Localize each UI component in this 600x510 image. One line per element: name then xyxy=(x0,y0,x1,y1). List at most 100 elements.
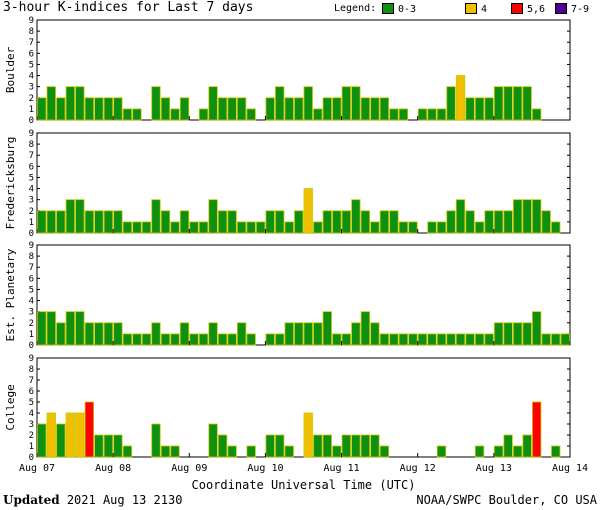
legend-swatch-0-3 xyxy=(382,3,394,14)
y-tick-label: 6 xyxy=(29,387,34,397)
kp-bar xyxy=(294,97,304,121)
kp-bar xyxy=(522,199,532,234)
kp-bar xyxy=(84,210,95,234)
y-tick-label: 0 xyxy=(29,229,34,239)
kp-bar xyxy=(151,423,161,458)
y-tick-label: 8 xyxy=(29,252,34,262)
kp-bar xyxy=(65,86,75,121)
kp-bar xyxy=(474,221,485,234)
kp-bar xyxy=(189,221,199,234)
kp-bar xyxy=(160,333,171,346)
kp-bar xyxy=(522,434,532,458)
kp-bar xyxy=(493,210,504,234)
kp-bar xyxy=(227,333,237,346)
kp-bar xyxy=(94,434,104,458)
y-tick-label: 1 xyxy=(29,218,34,228)
legend-swatch-7-9 xyxy=(555,3,567,14)
y-tick-label: 5 xyxy=(29,173,34,183)
kp-bar xyxy=(332,445,342,458)
kp-bar xyxy=(208,322,218,346)
y-tick-label: 2 xyxy=(29,319,34,329)
kp-bar xyxy=(122,445,133,458)
kp-bar xyxy=(370,434,380,458)
kp-bar xyxy=(532,199,542,234)
kp-bar xyxy=(370,322,380,346)
kp-bar xyxy=(284,97,294,121)
y-tick-label: 3 xyxy=(29,420,34,430)
kp-bar xyxy=(512,199,523,234)
kp-bar xyxy=(170,108,180,121)
y-tick-label: 6 xyxy=(29,162,34,172)
y-tick-label: 0 xyxy=(29,116,34,126)
kp-bar xyxy=(541,333,551,346)
kp-bar xyxy=(208,86,218,121)
kp-bar xyxy=(217,434,228,458)
kp-bar xyxy=(408,333,418,346)
kp-bar xyxy=(313,221,323,234)
kp-bar xyxy=(360,210,371,234)
kp-bar xyxy=(217,333,228,346)
kp-bar xyxy=(551,445,561,458)
legend-swatch-4 xyxy=(465,3,477,14)
chart-title: 3-hour K-indices for Last 7 days xyxy=(3,0,254,15)
kp-bar xyxy=(455,75,466,121)
kp-bar xyxy=(103,210,114,234)
kp-bar xyxy=(379,210,390,234)
kp-bar xyxy=(170,445,180,458)
legend-item-7-9: 7-9 xyxy=(555,3,589,15)
kp-bar xyxy=(151,86,161,121)
kp-bar xyxy=(389,333,399,346)
kp-bar xyxy=(341,210,351,234)
kp-bar xyxy=(370,221,380,234)
panel-ylabel: Est. Planetary xyxy=(4,248,17,341)
kp-bar xyxy=(132,333,142,346)
kp-bar xyxy=(208,199,218,234)
kp-bar xyxy=(256,221,266,234)
kp-bar xyxy=(65,311,75,346)
kp-bar xyxy=(332,210,342,234)
updated-label: Updated xyxy=(3,493,60,507)
kp-bar xyxy=(198,108,209,121)
kp-bar xyxy=(170,333,180,346)
kp-bar xyxy=(113,210,123,234)
kp-bar xyxy=(141,333,152,346)
kp-bar xyxy=(341,86,351,121)
kp-bar xyxy=(84,322,95,346)
kp-bar xyxy=(265,434,275,458)
kp-bar xyxy=(303,322,313,346)
kp-bar xyxy=(103,97,114,121)
kp-bar xyxy=(512,445,523,458)
kp-bar xyxy=(75,199,85,234)
kp-bar xyxy=(65,412,75,458)
kp-bar xyxy=(332,333,342,346)
panel-ylabel: Boulder xyxy=(4,46,17,93)
kp-bar xyxy=(427,333,437,346)
y-tick-label: 9 xyxy=(29,241,34,251)
kp-bar xyxy=(313,108,323,121)
kp-bar xyxy=(160,445,171,458)
kp-bar xyxy=(427,221,437,234)
kp-bar xyxy=(522,322,532,346)
legend-item-0-3: 0-3 xyxy=(382,3,416,15)
kp-bar xyxy=(522,86,532,121)
y-tick-label: 0 xyxy=(29,341,34,351)
kp-bar xyxy=(379,97,390,121)
kp-bar xyxy=(474,445,485,458)
kp-bar xyxy=(389,108,399,121)
kp-bar xyxy=(141,221,152,234)
kp-bar xyxy=(284,221,294,234)
x-axis-title: Coordinate Universal Time (UTC) xyxy=(192,478,416,492)
x-tick-label: Aug 10 xyxy=(247,463,283,474)
legend-label: Legend: xyxy=(334,3,377,14)
kp-bar xyxy=(379,333,390,346)
kp-bar xyxy=(551,221,561,234)
y-tick-label: 2 xyxy=(29,431,34,441)
y-tick-label: 2 xyxy=(29,207,34,217)
kp-bar xyxy=(265,97,275,121)
kp-bar xyxy=(436,221,447,234)
y-tick-label: 5 xyxy=(29,285,34,295)
kp-bar xyxy=(532,108,542,121)
kp-bar xyxy=(236,322,247,346)
kp-bar xyxy=(303,412,313,458)
kp-bar xyxy=(446,86,456,121)
